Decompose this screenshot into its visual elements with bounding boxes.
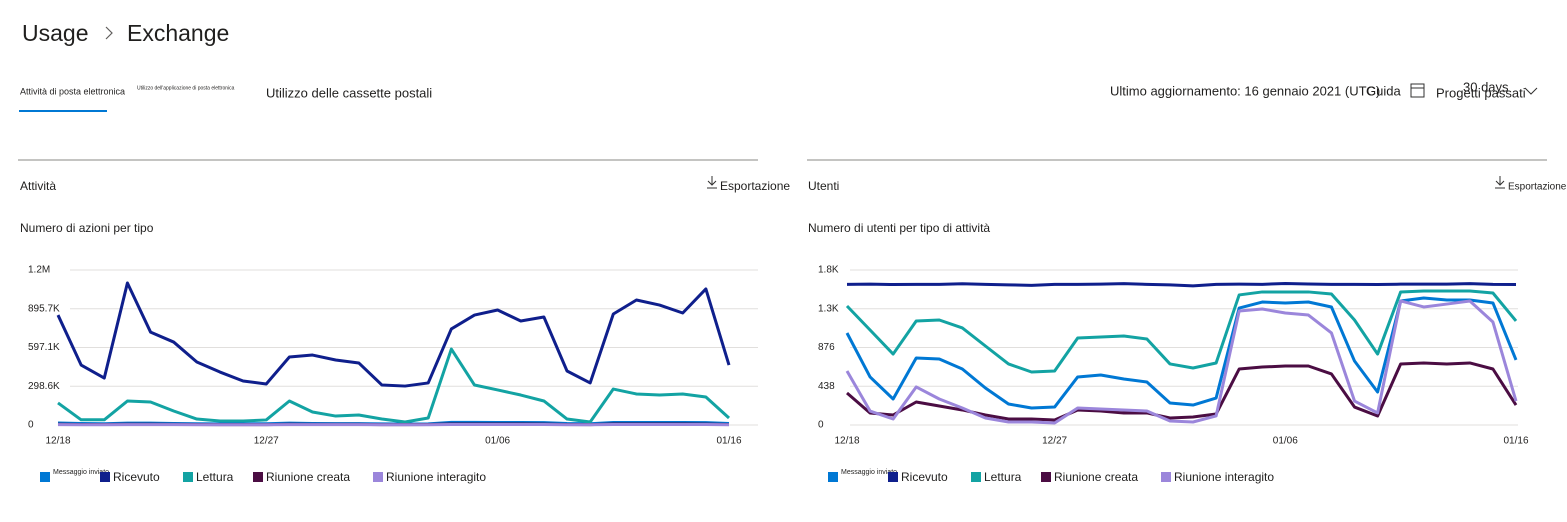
y-tick-label: 597.1K xyxy=(28,342,60,353)
legend-label[interactable]: Riunione interagito xyxy=(386,470,486,484)
series-line xyxy=(846,361,1518,422)
y-tick-label: 895.7K xyxy=(28,303,60,314)
legend-swatch xyxy=(888,472,898,482)
breadcrumb: Exchange xyxy=(127,20,229,46)
chart-title: Numero di utenti per tipo di attività xyxy=(808,221,990,235)
legend-swatch xyxy=(100,472,110,482)
export[interactable]: Esportazione xyxy=(720,179,790,193)
legend-label[interactable]: Lettura xyxy=(984,470,1022,484)
last-updated: Ultimo aggiornamento: 16 gennaio 2021 (U… xyxy=(1110,83,1380,98)
x-tick-label: 12/18 xyxy=(834,436,859,447)
period-label[interactable]: Progetti passati xyxy=(1436,85,1526,100)
legend-label[interactable]: Riunione creata xyxy=(1054,470,1138,484)
legend-label[interactable]: Ricevuto xyxy=(113,470,160,484)
legend-label[interactable]: Riunione interagito xyxy=(1174,470,1274,484)
help[interactable]: Guida xyxy=(1366,83,1401,98)
tab[interactable]: Utilizzo delle cassette postali xyxy=(266,85,432,100)
series-line xyxy=(56,281,731,388)
x-tick-label: 01/16 xyxy=(716,436,741,447)
series-line xyxy=(846,281,1517,288)
legend-swatch xyxy=(253,472,263,482)
x-tick-label: 12/18 xyxy=(45,436,70,447)
legend-swatch xyxy=(1161,472,1171,482)
series-line xyxy=(57,347,731,424)
legend-label[interactable]: Riunione creata xyxy=(266,470,350,484)
x-tick-label: 01/06 xyxy=(485,436,510,447)
tab[interactable]: Attività di posta elettronica xyxy=(20,86,125,96)
dropdown-chevron xyxy=(1524,87,1538,95)
series-line xyxy=(845,296,1518,410)
legend-label[interactable]: Messaggio inviato xyxy=(53,469,109,476)
x-tick-label: 12/27 xyxy=(254,436,279,447)
y-tick-label: 438 xyxy=(818,381,835,392)
section-title: Attività xyxy=(20,179,56,193)
y-tick-label: 0 xyxy=(818,420,824,431)
legend-swatch xyxy=(183,472,193,482)
chevron xyxy=(105,26,113,40)
series-line xyxy=(845,289,1518,374)
legend-swatch xyxy=(40,472,50,482)
legend-label[interactable]: Lettura xyxy=(196,470,234,484)
export[interactable]: Esportazione xyxy=(1508,182,1567,193)
calendar-icon xyxy=(1410,83,1425,98)
legend-label[interactable]: Ricevuto xyxy=(901,470,948,484)
legend-swatch xyxy=(971,472,981,482)
download-icon xyxy=(707,176,717,189)
legend-swatch xyxy=(1041,472,1051,482)
x-tick-label: 01/16 xyxy=(1503,436,1528,447)
period[interactable]: 30 days xyxy=(1463,79,1509,94)
y-tick-label: 0 xyxy=(28,420,34,431)
legend-swatch xyxy=(373,472,383,482)
section-title: Utenti xyxy=(808,179,839,193)
download-icon xyxy=(1495,176,1505,189)
y-tick-label: 876 xyxy=(818,342,835,353)
x-tick-label: 01/06 xyxy=(1273,436,1298,447)
legend-label[interactable]: Messaggio inviato xyxy=(841,469,897,476)
tab[interactable]: Utilizzo dell'applicazione di posta elet… xyxy=(137,85,235,91)
y-tick-label: 1.3K xyxy=(818,303,839,314)
tab-underline xyxy=(19,110,107,112)
chart-title: Numero di azioni per tipo xyxy=(20,221,154,235)
x-tick-label: 12/27 xyxy=(1042,436,1067,447)
series-line xyxy=(845,299,1518,425)
y-tick-label: 298.6K xyxy=(28,381,60,392)
y-tick-label: 1.8K xyxy=(818,265,839,276)
breadcrumb[interactable]: Usage xyxy=(22,20,88,46)
y-tick-label: 1.2M xyxy=(28,265,50,276)
legend-swatch xyxy=(828,472,838,482)
